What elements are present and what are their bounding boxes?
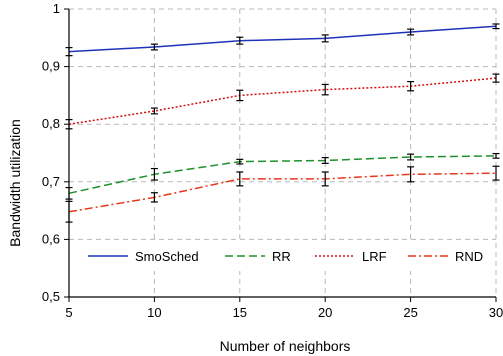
tick-labels: 0,50,60,70,80,915 10 15 20 25 30: [42, 1, 503, 320]
error-bar: [407, 166, 415, 183]
x-tick-label: 10: [147, 305, 161, 320]
legend-label: LRF: [362, 249, 387, 264]
error-bar: [492, 73, 500, 83]
series-group: [65, 23, 500, 223]
error-bar: [65, 186, 73, 200]
y-tick-label: 0,6: [42, 231, 60, 246]
error-bar: [65, 200, 73, 223]
series-line: [68, 155, 497, 195]
series-line: [68, 77, 497, 125]
y-tick-label: 0,8: [42, 116, 60, 131]
error-bar: [150, 43, 158, 51]
error-bar: [407, 153, 415, 161]
x-tick-label: 5: [65, 305, 72, 320]
error-bar: [150, 192, 158, 203]
error-bar: [321, 157, 329, 164]
error-bar: [150, 107, 158, 115]
legend-label: RND: [455, 249, 483, 264]
error-bar: [65, 46, 73, 57]
error-bar: [407, 28, 415, 36]
legend: SmoSched RR LRF RND: [80, 241, 488, 271]
legend-label: RR: [272, 249, 291, 264]
error-bar: [236, 171, 244, 187]
x-axis-title: Number of neighbors: [220, 338, 351, 354]
error-bar: [321, 171, 329, 187]
series-line: [68, 172, 497, 213]
legend-label: SmoSched: [135, 249, 199, 264]
axes: [64, 8, 497, 302]
error-bar: [321, 34, 329, 43]
error-bar: [321, 83, 329, 96]
y-tick-label: 1: [53, 1, 60, 16]
error-bar: [492, 23, 500, 30]
x-tick-label: 25: [403, 305, 417, 320]
error-bar: [65, 118, 73, 130]
x-tick-label: 30: [489, 305, 503, 320]
error-bar: [492, 152, 500, 159]
error-bar: [236, 36, 244, 45]
legend-item-rnd: RND: [408, 249, 483, 264]
series-lrf: [65, 73, 500, 130]
error-bar: [236, 158, 244, 165]
error-bar: [236, 89, 244, 102]
legend-item-smosched: SmoSched: [88, 249, 199, 264]
x-tick-label: 15: [233, 305, 247, 320]
y-tick-label: 0,9: [42, 59, 60, 74]
error-bar: [492, 165, 500, 181]
y-axis-title: Bandwidth utilization: [7, 119, 23, 247]
series-rr: [65, 152, 500, 200]
y-tick-label: 0,7: [42, 174, 60, 189]
series-line: [68, 25, 497, 53]
legend-item-lrf: LRF: [315, 249, 387, 264]
series-smosched: [65, 23, 500, 57]
error-bar: [150, 167, 158, 181]
series-rnd: [65, 165, 500, 223]
x-tick-label: 20: [318, 305, 332, 320]
error-bar: [407, 80, 415, 92]
y-tick-label: 0,5: [42, 289, 60, 304]
legend-item-rr: RR: [225, 249, 291, 264]
